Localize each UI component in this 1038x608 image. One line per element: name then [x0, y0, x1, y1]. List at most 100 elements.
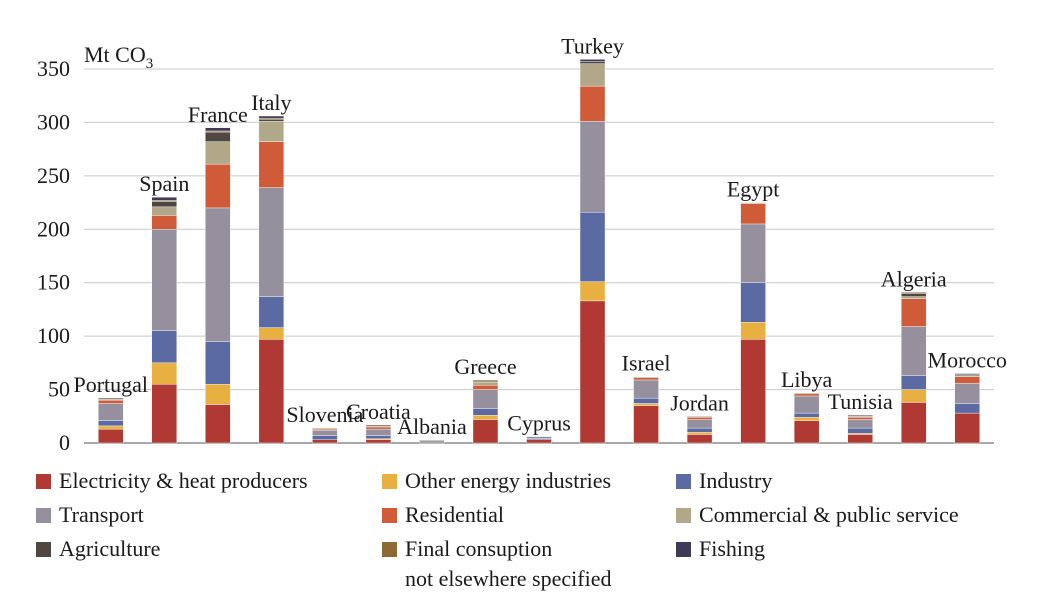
y-tick-label: 300 — [37, 109, 70, 134]
y-tick-label: 0 — [59, 430, 70, 455]
legend-label-line1: Final consuption — [405, 536, 553, 561]
bar-stack-turkey — [579, 59, 606, 444]
bar-segment — [205, 207, 231, 342]
bar-segment — [686, 416, 713, 418]
bar-segment — [633, 405, 659, 444]
legend-swatch-industry — [676, 474, 691, 489]
legend-item-final-consumption: Final consuption not elsewhere specified — [382, 534, 611, 594]
bar-segment — [472, 389, 499, 410]
bar-segment — [472, 379, 499, 382]
bar-segment — [579, 211, 606, 282]
bar-segment — [258, 327, 285, 340]
bar-segment — [151, 229, 177, 332]
legend-item-agriculture: Agriculture — [36, 534, 160, 564]
bar-segment — [98, 403, 124, 421]
bar-segment — [954, 403, 980, 414]
bar-stack-algeria — [901, 292, 927, 444]
bar-segment — [312, 435, 338, 440]
legend-swatch-residential — [382, 508, 397, 523]
legend-item-residential: Residential — [382, 500, 504, 530]
bar-stack-portugal — [98, 397, 124, 444]
bar-segment — [633, 377, 659, 381]
legend-item-other-energy: Other energy industries — [382, 466, 611, 496]
bar-segment — [740, 202, 766, 204]
bar-segment — [579, 281, 606, 302]
bar-stack-libya — [793, 392, 820, 444]
legend-swatch-fishing — [676, 542, 691, 557]
legend-swatch-transport — [36, 508, 51, 523]
bar-segment — [312, 429, 338, 436]
bar-segment — [847, 427, 873, 434]
bar-segment — [526, 439, 552, 444]
bar-segment — [740, 322, 766, 340]
legend-label: Commercial & public service — [699, 502, 959, 527]
bar-segment — [98, 425, 124, 430]
bar-stack-croatia — [365, 424, 392, 444]
bar-segment — [847, 419, 873, 429]
bar-segment — [258, 141, 285, 188]
bar-stack-france — [205, 127, 231, 444]
category-label: Libya — [781, 367, 833, 392]
bar-segment — [901, 298, 927, 327]
bar-segment — [151, 201, 177, 208]
bar-segment — [954, 412, 980, 444]
category-label: Greece — [454, 354, 516, 379]
bar-segment — [526, 436, 552, 439]
legend-item-electricity: Electricity & heat producers — [36, 466, 308, 496]
category-label: Spain — [139, 171, 189, 196]
bar-segment — [579, 59, 606, 62]
bar-segment — [258, 187, 285, 297]
bar-stack-albania — [419, 439, 445, 444]
bar-segment — [740, 203, 766, 225]
bar-segment — [472, 415, 499, 420]
bar-segment — [740, 339, 766, 444]
category-label: Portugal — [73, 372, 148, 397]
bar-segment — [793, 392, 820, 395]
bar-segment — [579, 300, 606, 444]
y-axis-ticks: 0 50 100 150 200 250 300 350 — [37, 56, 70, 455]
bar-segment — [686, 419, 713, 429]
bar-segment — [954, 376, 980, 384]
bar-stack-tunisia — [847, 415, 873, 444]
bar-stack-slovenia — [312, 427, 338, 444]
bar-segment — [579, 85, 606, 122]
bar-segment — [205, 384, 231, 405]
legend-label: Agriculture — [59, 536, 161, 561]
category-label: Cyprus — [507, 411, 571, 436]
bar-segment — [151, 362, 177, 385]
category-label: France — [188, 102, 248, 127]
y-tick-label: 200 — [37, 216, 70, 241]
bar-segment — [686, 432, 713, 435]
category-label: Algeria — [881, 266, 947, 291]
gridlines — [84, 68, 994, 444]
y-tick-label: 350 — [37, 56, 70, 81]
bar-segment — [793, 393, 820, 397]
legend-label: Industry — [699, 468, 773, 493]
y-tick-label: 150 — [37, 270, 70, 295]
bar-segment — [98, 400, 124, 404]
bar-segment — [205, 127, 231, 132]
bar-segment — [847, 434, 873, 444]
bar-segment — [151, 215, 177, 230]
bar-segment — [686, 417, 713, 420]
bar-stack-egypt — [740, 202, 766, 444]
bar-segment — [901, 326, 927, 376]
bar-segment — [258, 121, 285, 142]
bar-segment — [847, 417, 873, 420]
legend-label: Transport — [59, 502, 144, 527]
bar-segment — [901, 389, 927, 403]
legend-swatch-other-energy — [382, 474, 397, 489]
bar-segment — [365, 428, 392, 436]
bar-segment — [151, 197, 177, 201]
bar-stack-greece — [472, 379, 499, 444]
category-label: Egypt — [727, 177, 780, 202]
bar-segment — [901, 375, 927, 390]
bar-segment — [472, 408, 499, 416]
bar-stack-jordan — [686, 416, 713, 444]
legend-item-commercial: Commercial & public service — [676, 500, 959, 530]
legend-item-transport: Transport — [36, 500, 144, 530]
legend-label-multiline: Final consuption not elsewhere specified — [405, 534, 611, 594]
bar-segment — [472, 385, 499, 390]
category-label: Morocco — [928, 348, 1007, 373]
